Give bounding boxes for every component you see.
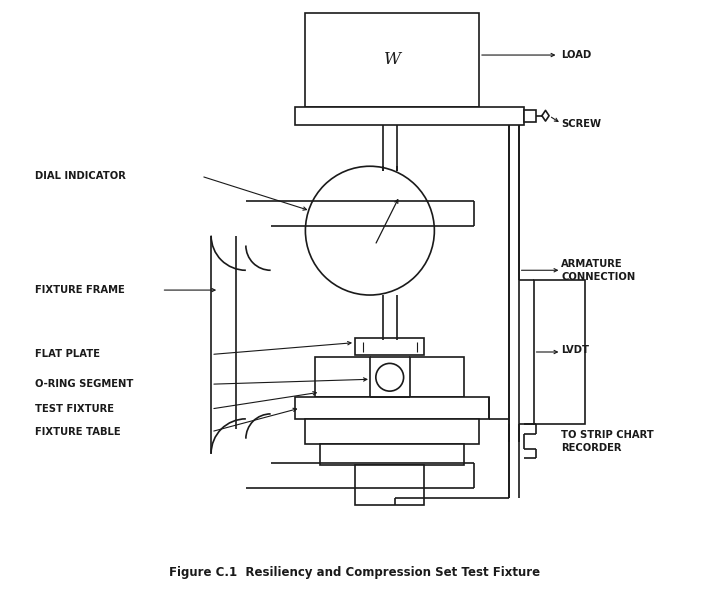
Bar — [305, 419, 479, 444]
Text: TEST FIXTURE: TEST FIXTURE — [35, 404, 114, 414]
Bar — [305, 13, 479, 107]
Text: O-RING SEGMENT: O-RING SEGMENT — [35, 379, 133, 389]
Bar — [320, 444, 464, 466]
Bar — [524, 110, 535, 122]
Text: TO STRIP CHART
RECORDER: TO STRIP CHART RECORDER — [562, 430, 654, 453]
Text: LVDT: LVDT — [562, 345, 589, 355]
Text: SCREW: SCREW — [562, 119, 601, 128]
Text: W: W — [383, 51, 400, 68]
Bar — [315, 358, 370, 397]
Text: LOAD: LOAD — [562, 50, 591, 60]
Text: ARMATURE
CONNECTION: ARMATURE CONNECTION — [562, 259, 635, 282]
Text: DIAL INDICATOR: DIAL INDICATOR — [35, 171, 126, 181]
Text: Figure C.1  Resiliency and Compression Set Test Fixture: Figure C.1 Resiliency and Compression Se… — [170, 566, 540, 579]
Text: FIXTURE FRAME: FIXTURE FRAME — [35, 285, 124, 295]
Text: FIXTURE TABLE: FIXTURE TABLE — [35, 427, 120, 437]
Bar — [355, 466, 425, 505]
Bar — [410, 358, 464, 397]
Bar — [355, 338, 425, 355]
Bar — [534, 280, 585, 424]
Text: FLAT PLATE: FLAT PLATE — [35, 349, 99, 359]
Bar — [295, 397, 489, 419]
Bar — [295, 107, 524, 125]
